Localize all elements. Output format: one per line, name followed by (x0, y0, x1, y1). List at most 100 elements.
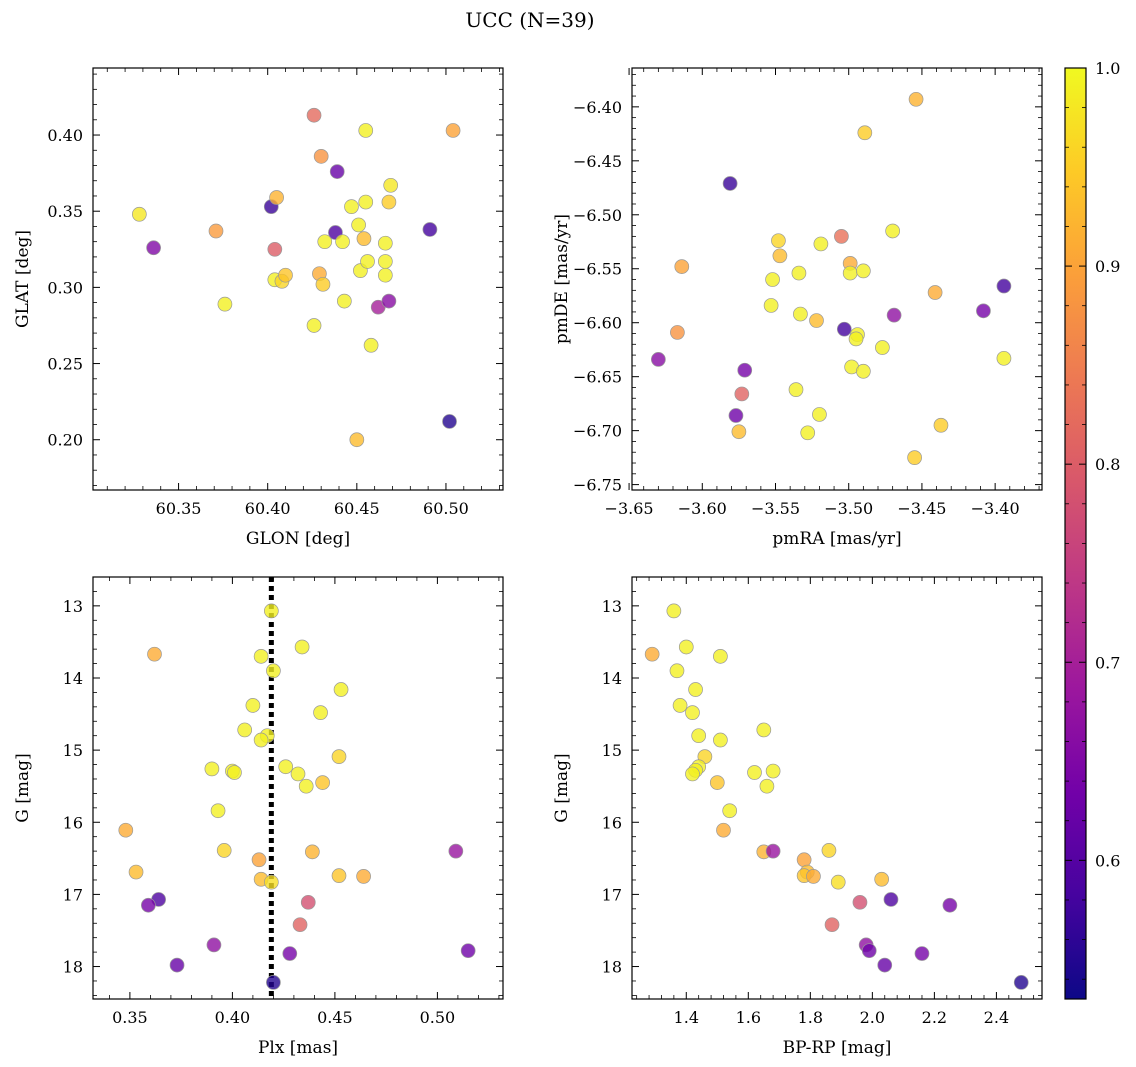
data-point (809, 313, 824, 328)
data-point (313, 705, 328, 720)
x-tick-label: 2.2 (922, 1008, 947, 1027)
x-tick-label: 0.35 (112, 1008, 148, 1027)
data-point (217, 296, 233, 312)
y-axis-label: GLAT [deg] (13, 230, 33, 328)
y-tick-label: −6.50 (573, 206, 622, 225)
y-axis-label: pmDE [mas/yr] (552, 214, 572, 344)
data-point (914, 946, 930, 961)
data-point (731, 424, 747, 440)
data-point (381, 293, 397, 309)
data-point (351, 217, 366, 233)
data-point (907, 450, 922, 465)
colorbar-tick-label: 0.6 (1095, 851, 1120, 870)
plot-area (632, 577, 1042, 999)
y-tick-label: −6.65 (573, 368, 622, 387)
data-point (349, 432, 365, 448)
data-point (644, 646, 660, 662)
data-point (360, 254, 375, 269)
data-point (460, 943, 476, 959)
data-point (118, 822, 134, 838)
colorbar: 0.6 0.7 0.8 0.9 1.0 (1064, 59, 1120, 1000)
data-point (674, 259, 690, 274)
data-point (377, 254, 393, 269)
data-point (908, 91, 924, 107)
data-point (317, 234, 333, 250)
data-point (722, 803, 738, 819)
data-point (381, 194, 397, 210)
data-point (666, 603, 682, 619)
x-tick-label: −3.60 (678, 499, 727, 518)
data-point (824, 917, 840, 933)
data-point (208, 223, 224, 239)
data-point (237, 722, 253, 738)
y-tick-label: 17 (602, 885, 622, 904)
x-tick-label: −3.40 (971, 499, 1020, 518)
y-tick-label: −6.75 (573, 476, 622, 495)
data-point (874, 871, 890, 887)
data-point (669, 663, 685, 679)
panel-pmra-pmde: −3.65 −3.60 −3.55 −3.50 −3.45 −3.40 −6.75 −6.70… (552, 67, 1043, 549)
x-tick-label: 2.4 (984, 1008, 1009, 1027)
x-tick-label: 1.8 (798, 1008, 823, 1027)
data-point (264, 874, 279, 890)
x-tick-label: 0.50 (420, 1008, 456, 1027)
data-point (264, 603, 279, 619)
y-axis-label: G [mag] (552, 753, 572, 822)
data-point (861, 943, 877, 959)
plot-area (93, 577, 503, 999)
data-point (333, 682, 349, 697)
data-point (358, 194, 374, 210)
data-point (329, 164, 345, 179)
colorbar-tick-label: 1.0 (1095, 59, 1120, 78)
data-point (422, 222, 438, 237)
data-point (772, 248, 788, 264)
data-point (147, 646, 162, 662)
data-point (747, 765, 762, 780)
x-axis-label: GLON [deg] (246, 529, 350, 549)
data-point (722, 176, 738, 191)
data-point (996, 350, 1012, 366)
y-tick-label: −6.70 (573, 422, 622, 441)
data-point (278, 267, 293, 283)
data-point (269, 190, 284, 205)
data-point (821, 843, 837, 858)
data-point (216, 843, 232, 858)
data-point (377, 235, 393, 251)
x-tick-label: 0.45 (317, 1008, 353, 1027)
figure-title: UCC (N=39) (465, 8, 594, 32)
y-axis-label: G [mag] (13, 753, 33, 822)
y-tick-label: 0.35 (47, 202, 83, 221)
plot-frame (92, 576, 504, 1000)
data-point (830, 874, 846, 890)
y-tick-label: −6.45 (573, 152, 622, 171)
x-tick-label: −3.45 (897, 499, 946, 518)
data-point (788, 382, 804, 397)
data-point (737, 362, 753, 378)
x-axis-label: Plx [mas] (258, 1038, 338, 1058)
plot-area (632, 68, 1042, 490)
data-point (336, 293, 352, 309)
data-point (445, 123, 461, 138)
data-point (245, 698, 261, 713)
data-point (290, 766, 306, 782)
data-point (806, 869, 821, 884)
data-point (976, 303, 991, 319)
data-point (266, 663, 281, 679)
data-point (253, 649, 269, 664)
data-point (227, 765, 242, 780)
data-point (713, 649, 728, 664)
y-tick-label: 0.20 (47, 431, 83, 450)
data-point (765, 843, 781, 859)
data-point (857, 125, 873, 141)
data-point (169, 957, 185, 973)
data-point (875, 340, 890, 355)
data-point (685, 705, 700, 720)
panel-glon-glat: 60.35 60.40 60.45 60.50 0.20 0.25 0.30 0.35 0.40… (13, 67, 504, 549)
y-tick-label: 0.30 (47, 278, 83, 297)
data-point (206, 937, 222, 953)
data-point (685, 766, 700, 782)
data-point (933, 417, 949, 433)
data-point (266, 975, 281, 990)
data-point (691, 728, 707, 744)
data-point (842, 265, 858, 281)
